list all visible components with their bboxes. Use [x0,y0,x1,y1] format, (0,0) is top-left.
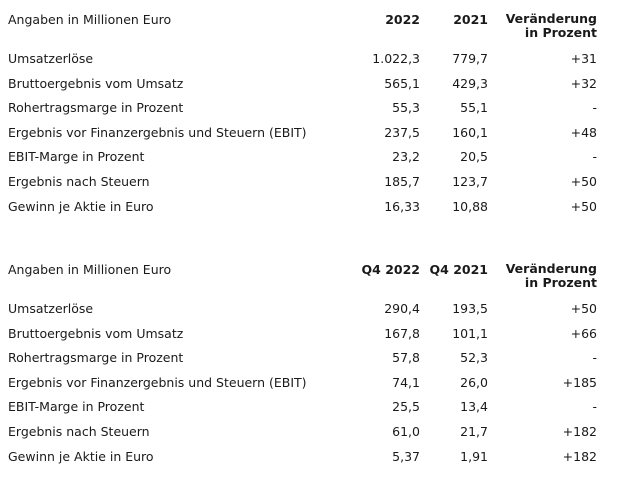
row-value-current: 565,1 [384,75,420,91]
row-value-current: 5,37 [392,448,420,464]
row-label: Ergebnis nach Steuern [8,173,150,189]
table-row: Umsatzerlöse 290,4 193,5 +50 [8,298,608,323]
row-value-current: 74,1 [392,374,420,390]
row-value-previous: 779,7 [452,51,488,66]
header-label: Angaben in Millionen Euro [8,262,172,277]
annual-results-table: Angaben in Millionen Euro 2022 2021 Verä… [8,8,608,220]
header-change-line2: in Prozent [524,275,597,290]
header-year-2021: 2021 [453,12,488,27]
header-change-line2: in Prozent [524,25,597,40]
row-value-previous: 1,91 [460,448,488,464]
row-label: Umsatzerlöse [8,51,94,66]
row-label: Rohertragsmarge in Prozent [8,100,184,116]
header-year-2022: 2022 [385,12,420,27]
row-label: Gewinn je Aktie in Euro [8,198,154,214]
q4-results-table: Angaben in Millionen Euro Q4 2022 Q4 202… [8,258,608,470]
row-value-change: +50 [570,173,597,189]
row-value-current: 290,4 [384,301,420,316]
row-value-previous: 26,0 [460,374,488,390]
row-value-change: - [592,149,597,165]
row-value-previous: 13,4 [460,399,488,415]
row-value-current: 25,5 [392,399,420,415]
row-value-change: +182 [562,448,597,464]
row-value-change: +50 [570,301,597,316]
row-value-previous: 21,7 [460,423,488,439]
table-row: Rohertragsmarge in Prozent 57,8 52,3 - [8,347,608,372]
row-label: Ergebnis vor Finanzergebnis und Steuern … [8,374,307,390]
header-label: Angaben in Millionen Euro [8,12,172,27]
row-label: EBIT-Marge in Prozent [8,149,145,165]
row-value-change: +182 [562,423,597,439]
row-value-current: 167,8 [384,325,420,341]
row-value-current: 185,7 [384,173,420,189]
row-value-change: +48 [570,124,597,140]
row-value-change: - [592,399,597,415]
header-change-line1: Veränderung [505,11,597,26]
row-value-change: - [592,350,597,366]
row-value-change: +50 [570,198,597,214]
row-value-previous: 429,3 [452,75,488,91]
table-row: EBIT-Marge in Prozent 25,5 13,4 - [8,396,608,421]
row-value-current: 1.022,3 [372,51,420,66]
header-change: Veränderung in Prozent [467,262,597,290]
row-value-previous: 20,5 [460,149,488,165]
row-value-current: 61,0 [392,423,420,439]
row-value-change: +66 [570,325,597,341]
row-value-current: 237,5 [384,124,420,140]
header-change-line1: Veränderung [505,261,597,276]
row-value-previous: 55,1 [460,100,488,116]
row-label: Rohertragsmarge in Prozent [8,350,184,366]
row-label: Ergebnis vor Finanzergebnis und Steuern … [8,124,307,140]
table-row: Umsatzerlöse 1.022,3 779,7 +31 [8,48,608,73]
row-value-current: 16,33 [384,198,420,214]
row-value-previous: 123,7 [452,173,488,189]
table-header: Angaben in Millionen Euro 2022 2021 Verä… [8,8,608,48]
table-row: EBIT-Marge in Prozent 23,2 20,5 - [8,146,608,171]
table-row: Rohertragsmarge in Prozent 55,3 55,1 - [8,97,608,122]
row-value-change: +185 [562,374,597,390]
table-row: Ergebnis vor Finanzergebnis und Steuern … [8,122,608,147]
row-value-change: +31 [570,51,597,66]
row-value-previous: 101,1 [452,325,488,341]
row-value-previous: 10,88 [452,198,488,214]
row-value-change: - [592,100,597,116]
row-value-current: 57,8 [392,350,420,366]
row-value-previous: 160,1 [452,124,488,140]
table-row: Gewinn je Aktie in Euro 16,33 10,88 +50 [8,196,608,221]
table-row: Ergebnis nach Steuern 185,7 123,7 +50 [8,171,608,196]
row-value-change: +32 [570,75,597,91]
table-row: Ergebnis nach Steuern 61,0 21,7 +182 [8,421,608,446]
table-row: Gewinn je Aktie in Euro 5,37 1,91 +182 [8,446,608,471]
header-q4-2021: Q4 2021 [429,262,488,277]
row-label: EBIT-Marge in Prozent [8,399,145,415]
row-label: Bruttoergebnis vom Umsatz [8,325,184,341]
row-value-current: 23,2 [392,149,420,165]
row-label: Umsatzerlöse [8,301,94,316]
header-change: Veränderung in Prozent [467,12,597,40]
row-label: Gewinn je Aktie in Euro [8,448,154,464]
table-row: Ergebnis vor Finanzergebnis und Steuern … [8,372,608,397]
header-q4-2022: Q4 2022 [361,262,420,277]
row-value-previous: 193,5 [452,301,488,316]
table-row: Bruttoergebnis vom Umsatz 565,1 429,3 +32 [8,73,608,98]
row-label: Ergebnis nach Steuern [8,423,150,439]
row-label: Bruttoergebnis vom Umsatz [8,75,184,91]
table-row: Bruttoergebnis vom Umsatz 167,8 101,1 +66 [8,323,608,348]
row-value-previous: 52,3 [460,350,488,366]
row-value-current: 55,3 [392,100,420,116]
table-header: Angaben in Millionen Euro Q4 2022 Q4 202… [8,258,608,298]
